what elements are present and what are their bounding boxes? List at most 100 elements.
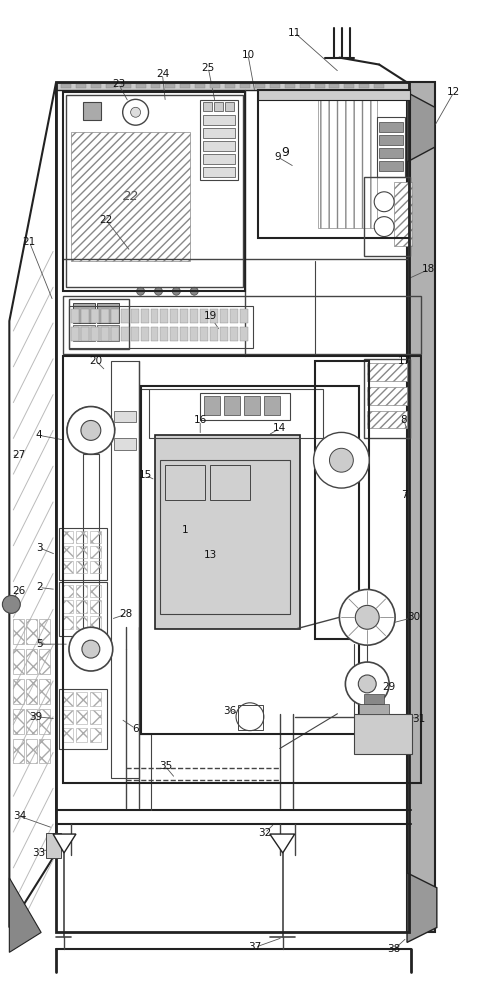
Text: 16: 16 (194, 415, 207, 425)
Bar (120, 84, 130, 88)
Text: 12: 12 (447, 87, 460, 97)
Bar (364, 694, 384, 704)
Bar (111, 309, 119, 323)
Text: 9: 9 (274, 152, 281, 162)
Text: 20: 20 (89, 356, 102, 366)
Bar (354, 714, 412, 754)
Bar (26, 619, 37, 644)
Text: 31: 31 (413, 714, 425, 724)
Bar (155, 435, 300, 629)
Bar (136, 84, 145, 88)
Bar (81, 309, 89, 323)
Text: 35: 35 (159, 761, 172, 771)
Bar (76, 600, 87, 613)
Bar (39, 619, 50, 644)
Bar (379, 122, 403, 132)
Bar (63, 296, 421, 354)
Bar (367, 411, 407, 428)
Text: 38: 38 (388, 944, 401, 954)
Bar (141, 386, 359, 734)
Bar (203, 154, 235, 164)
Bar (270, 84, 280, 88)
Text: 37: 37 (248, 942, 261, 952)
Bar (63, 92, 245, 291)
Bar (161, 460, 290, 614)
Bar (225, 84, 235, 88)
Bar (210, 309, 218, 323)
Bar (39, 739, 50, 763)
Bar (130, 309, 139, 323)
Bar (120, 327, 129, 341)
Bar (315, 361, 369, 639)
Bar (379, 135, 403, 145)
Text: 11: 11 (288, 28, 301, 38)
Bar (56, 82, 409, 932)
Text: 29: 29 (382, 682, 396, 692)
Bar (114, 411, 136, 422)
Bar (26, 709, 37, 734)
Text: 30: 30 (407, 612, 421, 622)
Bar (377, 117, 405, 177)
Bar (39, 679, 50, 704)
Circle shape (2, 595, 20, 613)
Bar (151, 327, 159, 341)
Bar (76, 561, 87, 573)
Circle shape (355, 605, 379, 629)
Bar (300, 84, 310, 88)
Circle shape (137, 287, 144, 295)
Text: 4: 4 (36, 430, 43, 440)
Bar (76, 531, 87, 543)
Bar (195, 84, 205, 88)
Bar (66, 95, 243, 287)
Bar (203, 128, 235, 138)
Text: 7: 7 (401, 490, 407, 500)
Polygon shape (270, 834, 294, 853)
Bar (151, 309, 159, 323)
Bar (63, 356, 421, 783)
Circle shape (81, 420, 101, 440)
Text: 17: 17 (397, 356, 411, 366)
Bar (258, 90, 410, 100)
Circle shape (130, 107, 141, 117)
Bar (224, 396, 240, 415)
Text: 24: 24 (156, 69, 169, 79)
Bar (204, 396, 220, 415)
Text: 32: 32 (258, 828, 272, 838)
Bar (364, 177, 410, 256)
Text: 22: 22 (99, 215, 112, 225)
Bar (39, 649, 50, 674)
Bar (240, 327, 248, 341)
Circle shape (67, 407, 115, 454)
Text: 26: 26 (12, 586, 26, 596)
Bar (264, 396, 280, 415)
Bar (76, 585, 87, 597)
Bar (255, 84, 265, 88)
Bar (26, 739, 37, 763)
Bar (97, 325, 119, 341)
Bar (73, 325, 95, 341)
Bar (90, 585, 101, 597)
Bar (180, 309, 188, 323)
Text: 8: 8 (401, 415, 407, 425)
Bar (220, 327, 228, 341)
Circle shape (69, 627, 113, 671)
Circle shape (314, 432, 369, 488)
Bar (101, 309, 109, 323)
Text: 2: 2 (36, 582, 43, 592)
Bar (76, 616, 87, 629)
Bar (62, 531, 73, 543)
Bar (90, 616, 101, 629)
Bar (76, 728, 87, 742)
Bar (81, 327, 89, 341)
Bar (114, 438, 136, 450)
Bar (379, 161, 403, 171)
Polygon shape (10, 878, 41, 952)
Circle shape (173, 287, 180, 295)
Text: 18: 18 (422, 264, 435, 274)
Bar (210, 84, 220, 88)
Circle shape (374, 217, 394, 237)
Bar (62, 692, 73, 706)
Bar (210, 465, 250, 500)
Bar (83, 102, 101, 120)
Bar (26, 649, 37, 674)
